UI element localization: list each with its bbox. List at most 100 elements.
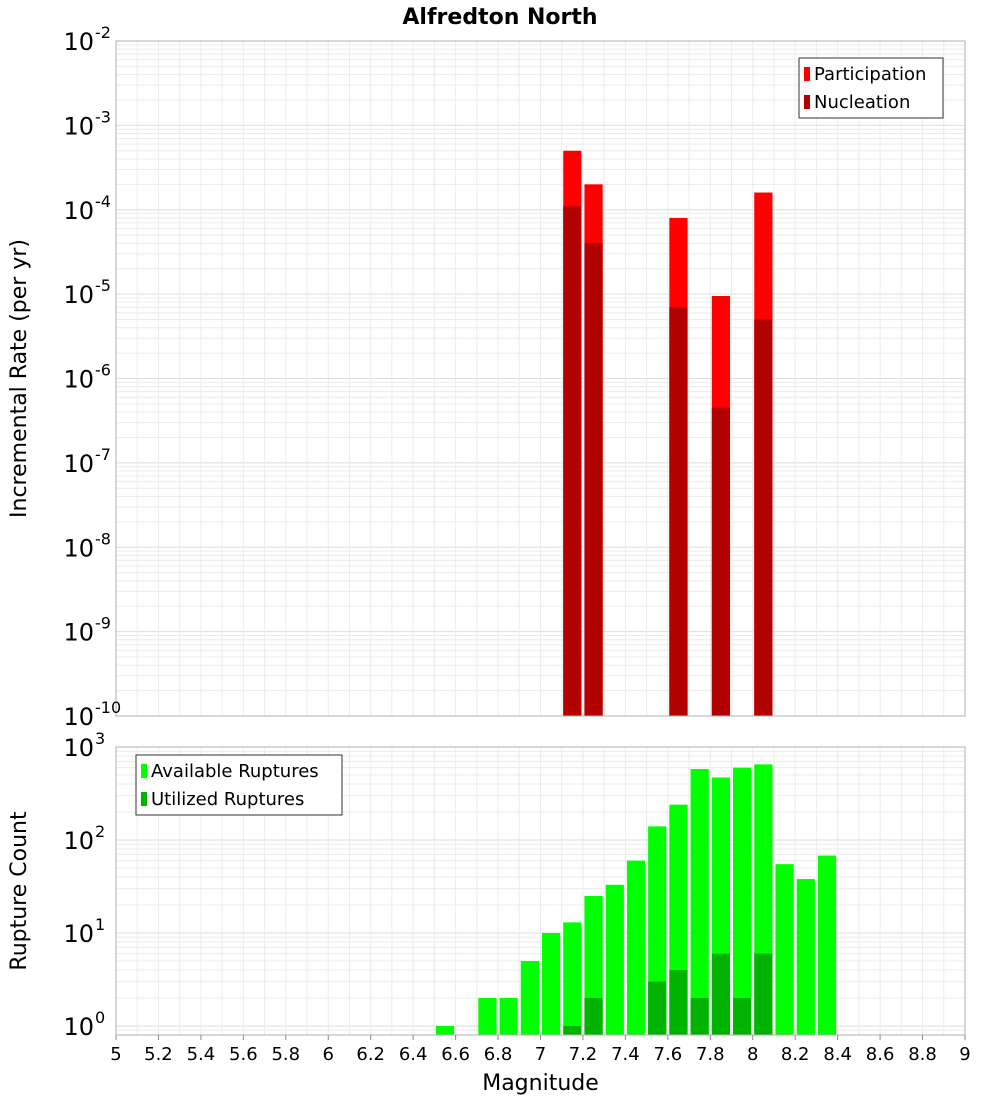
bar	[733, 767, 752, 1035]
x-tick-label: 6.6	[441, 1044, 470, 1065]
y-tick-exponent: -5	[95, 276, 111, 295]
x-tick-label: 8.6	[866, 1044, 895, 1065]
y-tick-base: 10	[63, 703, 94, 731]
y-tick-exponent: 0	[95, 1008, 105, 1027]
y-tick-exponent: 1	[95, 915, 105, 934]
plot-frame	[115, 40, 966, 717]
y-axis-title: Incremental Rate (per yr)	[7, 239, 32, 518]
legend-label: Participation	[814, 64, 926, 85]
x-tick-label: 6.2	[356, 1044, 385, 1065]
y-tick-base: 10	[63, 920, 94, 948]
x-axis-title: Magnitude	[482, 1071, 599, 1096]
legend-swatch	[804, 67, 810, 81]
bar	[669, 969, 688, 1035]
y-tick-base: 10	[63, 112, 94, 140]
x-tick-label: 6.8	[484, 1044, 513, 1065]
x-tick-label: 7.4	[611, 1044, 640, 1065]
bar	[563, 1025, 582, 1035]
y-tick-exponent: -6	[95, 361, 111, 380]
x-tick-label: 6	[323, 1044, 334, 1065]
y-tick-label: 10	[63, 197, 94, 225]
y-tick-exponent: -8	[95, 529, 111, 548]
bar	[754, 319, 773, 716]
x-tick-label: 5.6	[229, 1044, 258, 1065]
y-tick-label: 10	[63, 1013, 94, 1041]
y-tick-base: 10	[63, 1013, 94, 1041]
x-tick-label: 7.6	[654, 1044, 683, 1065]
series-utilized-ruptures	[563, 953, 773, 1035]
y-tick-label: 10	[63, 281, 94, 309]
y-tick-label: 10	[63, 619, 94, 647]
bar	[775, 864, 794, 1035]
x-tick-label: 7.2	[569, 1044, 598, 1065]
legend-swatch	[804, 95, 810, 109]
y-tick-label: 10	[63, 366, 94, 394]
y-tick-base: 10	[63, 450, 94, 478]
y-tick-label: 10	[63, 827, 94, 855]
y-tick-exponent: 2	[95, 822, 105, 841]
bar	[478, 997, 497, 1035]
legend-swatch	[141, 792, 147, 806]
legend-box	[798, 57, 944, 119]
bar	[711, 953, 731, 1035]
y-tick-label: 10	[63, 734, 94, 762]
y-tick-base: 10	[63, 281, 94, 309]
y-tick-exponent: -9	[95, 614, 111, 633]
y-tick-label: 10	[63, 112, 94, 140]
bar	[711, 407, 731, 716]
bar	[499, 997, 518, 1035]
bar	[605, 884, 624, 1035]
y-tick-label: 10	[63, 534, 94, 562]
x-tick-label: 9	[959, 1044, 970, 1065]
x-tick-label: 8.2	[781, 1044, 810, 1065]
y-tick-base: 10	[63, 734, 94, 762]
gridlines	[115, 40, 966, 717]
y-tick-label: 10	[63, 28, 94, 56]
y-tick-base: 10	[63, 619, 94, 647]
bar	[520, 960, 539, 1035]
x-tick-label: 8.4	[823, 1044, 852, 1065]
y-tick-base: 10	[63, 534, 94, 562]
legend-label: Utilized Ruptures	[151, 789, 304, 810]
y-tick-exponent: -2	[95, 23, 111, 42]
bar	[626, 860, 646, 1035]
bar	[690, 997, 709, 1035]
chart-title: Alfredton North	[402, 5, 597, 30]
x-tick-label: 7.8	[696, 1044, 725, 1065]
x-tick-label: 7	[535, 1044, 546, 1065]
y-tick-label: 10	[63, 450, 94, 478]
bar	[563, 922, 582, 1035]
y-tick-exponent: -4	[95, 192, 111, 211]
x-tick-label: 6.4	[399, 1044, 428, 1065]
y-tick-exponent: -10	[95, 698, 121, 717]
legend-label: Available Ruptures	[151, 761, 319, 782]
y-axis-title: Rupture Count	[7, 811, 32, 971]
bar	[435, 1025, 455, 1035]
x-tick-label: 5	[110, 1044, 121, 1065]
legend-label: Nucleation	[814, 92, 910, 113]
legend: Participation Nucleation	[798, 57, 944, 119]
legend-box	[135, 754, 343, 816]
bar	[648, 981, 667, 1035]
legend-swatch	[141, 764, 147, 778]
bar	[817, 855, 837, 1035]
y-tick-label: 10	[63, 703, 94, 731]
y-tick-exponent: -3	[95, 107, 111, 126]
y-tick-exponent: 3	[95, 729, 105, 748]
x-tick-label: 8	[747, 1044, 758, 1065]
y-tick-base: 10	[63, 197, 94, 225]
bar	[542, 932, 561, 1035]
y-tick-exponent: -7	[95, 445, 111, 464]
bar	[796, 879, 815, 1035]
x-tick-label: 5.2	[144, 1044, 173, 1065]
bar	[584, 243, 603, 717]
x-tick-label: 5.4	[187, 1044, 216, 1065]
y-tick-base: 10	[63, 827, 94, 855]
series-nucleation	[563, 206, 773, 717]
bar	[584, 997, 603, 1035]
bar	[754, 953, 773, 1035]
series-available-ruptures	[435, 764, 837, 1035]
y-tick-base: 10	[63, 366, 94, 394]
